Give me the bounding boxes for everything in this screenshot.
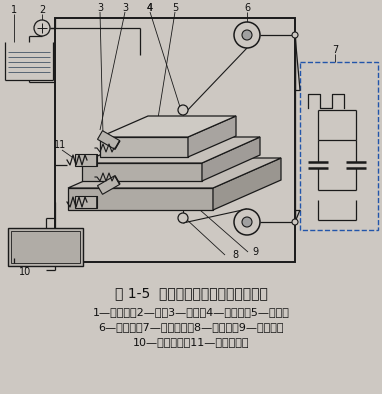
Text: 8: 8 [232,250,238,260]
Circle shape [292,32,298,38]
Polygon shape [75,154,97,166]
Bar [11,231,80,263]
Circle shape [292,219,298,225]
Polygon shape [202,137,260,181]
Bar [8,228,83,266]
Polygon shape [68,158,281,188]
Polygon shape [97,131,120,149]
Circle shape [242,30,252,40]
Polygon shape [82,163,202,181]
Polygon shape [68,188,213,210]
Bar [55,18,295,262]
Polygon shape [213,158,281,210]
Polygon shape [188,116,236,157]
Text: 4: 4 [147,3,153,13]
Circle shape [34,20,50,36]
Text: 7: 7 [332,45,338,55]
Circle shape [178,105,188,115]
Polygon shape [97,176,120,194]
Text: 4: 4 [147,3,153,13]
Text: 3: 3 [122,3,128,13]
Text: 1—工作液；2—泵；3—喷嘴；4—导向器；5—工件；: 1—工作液；2—泵；3—喷嘴；4—导向器；5—工件； [92,307,290,317]
Circle shape [178,213,188,223]
Circle shape [234,209,260,235]
Text: 3: 3 [97,3,103,13]
Polygon shape [75,196,97,208]
Text: 6: 6 [244,3,250,13]
Text: 6—运丝筒；7—脉冲电源；8—电极丝；9—工作台；: 6—运丝筒；7—脉冲电源；8—电极丝；9—工作台； [98,322,284,332]
Circle shape [242,217,252,227]
Polygon shape [100,116,236,137]
Text: 2: 2 [39,5,45,15]
Bar [300,62,378,230]
Text: 5: 5 [172,3,178,13]
Text: 9: 9 [252,247,258,257]
Text: 图 1-5  中走丝电火花线切割加工原理: 图 1-5 中走丝电火花线切割加工原理 [115,286,267,300]
Circle shape [234,22,260,48]
Text: 11: 11 [54,140,66,150]
Text: 10—数控装置；11—步进电动机: 10—数控装置；11—步进电动机 [133,337,249,347]
Polygon shape [100,137,188,157]
Text: 1: 1 [11,5,17,15]
Polygon shape [82,137,260,163]
Text: 10: 10 [19,267,31,277]
